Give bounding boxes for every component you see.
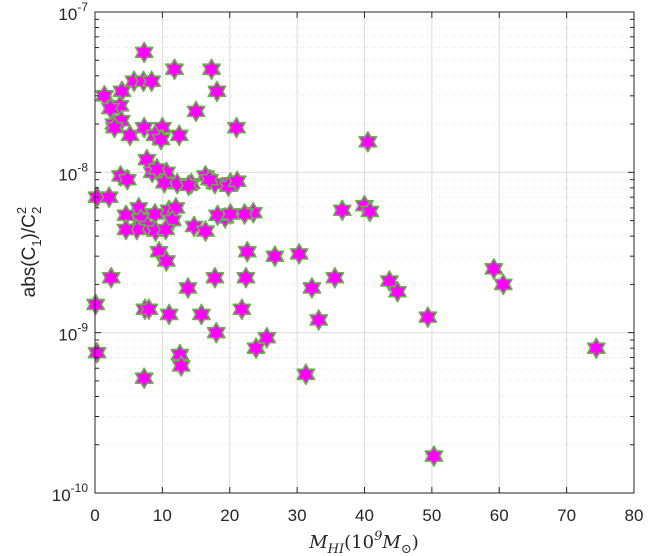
data-point: [227, 170, 247, 193]
data-point: [196, 220, 215, 242]
data-point: [424, 445, 444, 467]
data-point: [246, 337, 266, 360]
data-point: [200, 168, 219, 191]
x-tick-label: 30: [288, 506, 307, 525]
data-point: [586, 337, 606, 360]
data-point: [220, 203, 240, 225]
data-point: [493, 273, 513, 296]
x-tick-label: 40: [355, 506, 374, 525]
data-point: [169, 124, 189, 147]
data-points: [86, 41, 606, 467]
x-tick-label: 60: [490, 506, 509, 525]
data-point: [265, 245, 285, 267]
data-point: [202, 58, 222, 80]
x-tick-label: 0: [90, 506, 99, 525]
data-point: [207, 80, 227, 103]
data-point: [151, 128, 171, 151]
data-point: [165, 58, 184, 80]
data-point: [227, 116, 246, 139]
axis-ticks: [94, 11, 635, 494]
data-point: [325, 266, 345, 289]
x-axis-label: MHI(109M⊙): [308, 529, 419, 556]
data-point: [139, 298, 159, 321]
data-point: [134, 41, 154, 64]
y-tick-label: 10-10: [52, 481, 89, 505]
data-point: [206, 321, 226, 344]
data-point: [332, 199, 352, 222]
data-point: [105, 116, 124, 139]
x-tick-label: 70: [557, 506, 576, 525]
y-tick-label: 10-8: [58, 160, 88, 184]
y-tick-label: 10-9: [58, 321, 88, 345]
data-point: [309, 309, 329, 331]
data-point: [360, 200, 380, 223]
data-point: [484, 258, 504, 280]
data-point: [388, 280, 407, 303]
data-point: [99, 186, 119, 208]
data-point: [159, 303, 179, 326]
x-tick-labels: 0 10 20 30 40 50 60 70 80: [90, 506, 643, 525]
data-point: [186, 100, 206, 123]
y-tick-label: 10-7: [58, 0, 88, 24]
data-point: [134, 367, 154, 390]
x-tick-label: 50: [422, 506, 441, 525]
data-point: [101, 266, 121, 289]
data-point: [117, 168, 137, 191]
x-tick-label: 20: [220, 506, 239, 525]
data-point: [178, 277, 198, 299]
data-point: [86, 293, 106, 316]
data-point: [302, 277, 322, 299]
data-point: [184, 215, 204, 238]
data-point: [358, 131, 378, 153]
data-point: [156, 250, 176, 272]
data-point: [232, 298, 252, 321]
data-point: [237, 240, 257, 263]
data-point: [156, 218, 176, 241]
data-point: [179, 174, 199, 197]
data-point: [296, 363, 316, 386]
y-axis-label: abs(C1)/C22: [14, 207, 44, 298]
x-tick-label: 10: [153, 506, 172, 525]
x-tick-label: 80: [625, 506, 644, 525]
data-point: [142, 70, 162, 93]
data-point: [289, 243, 309, 265]
data-point: [205, 266, 225, 289]
data-point: [171, 355, 191, 377]
y-tick-labels: 10-10 10-9 10-8 10-7: [52, 0, 89, 505]
data-point: [191, 303, 211, 326]
data-point: [116, 218, 136, 241]
data-point: [418, 306, 438, 328]
data-point: [236, 266, 256, 289]
data-point: [87, 341, 107, 364]
data-point: [154, 172, 174, 194]
